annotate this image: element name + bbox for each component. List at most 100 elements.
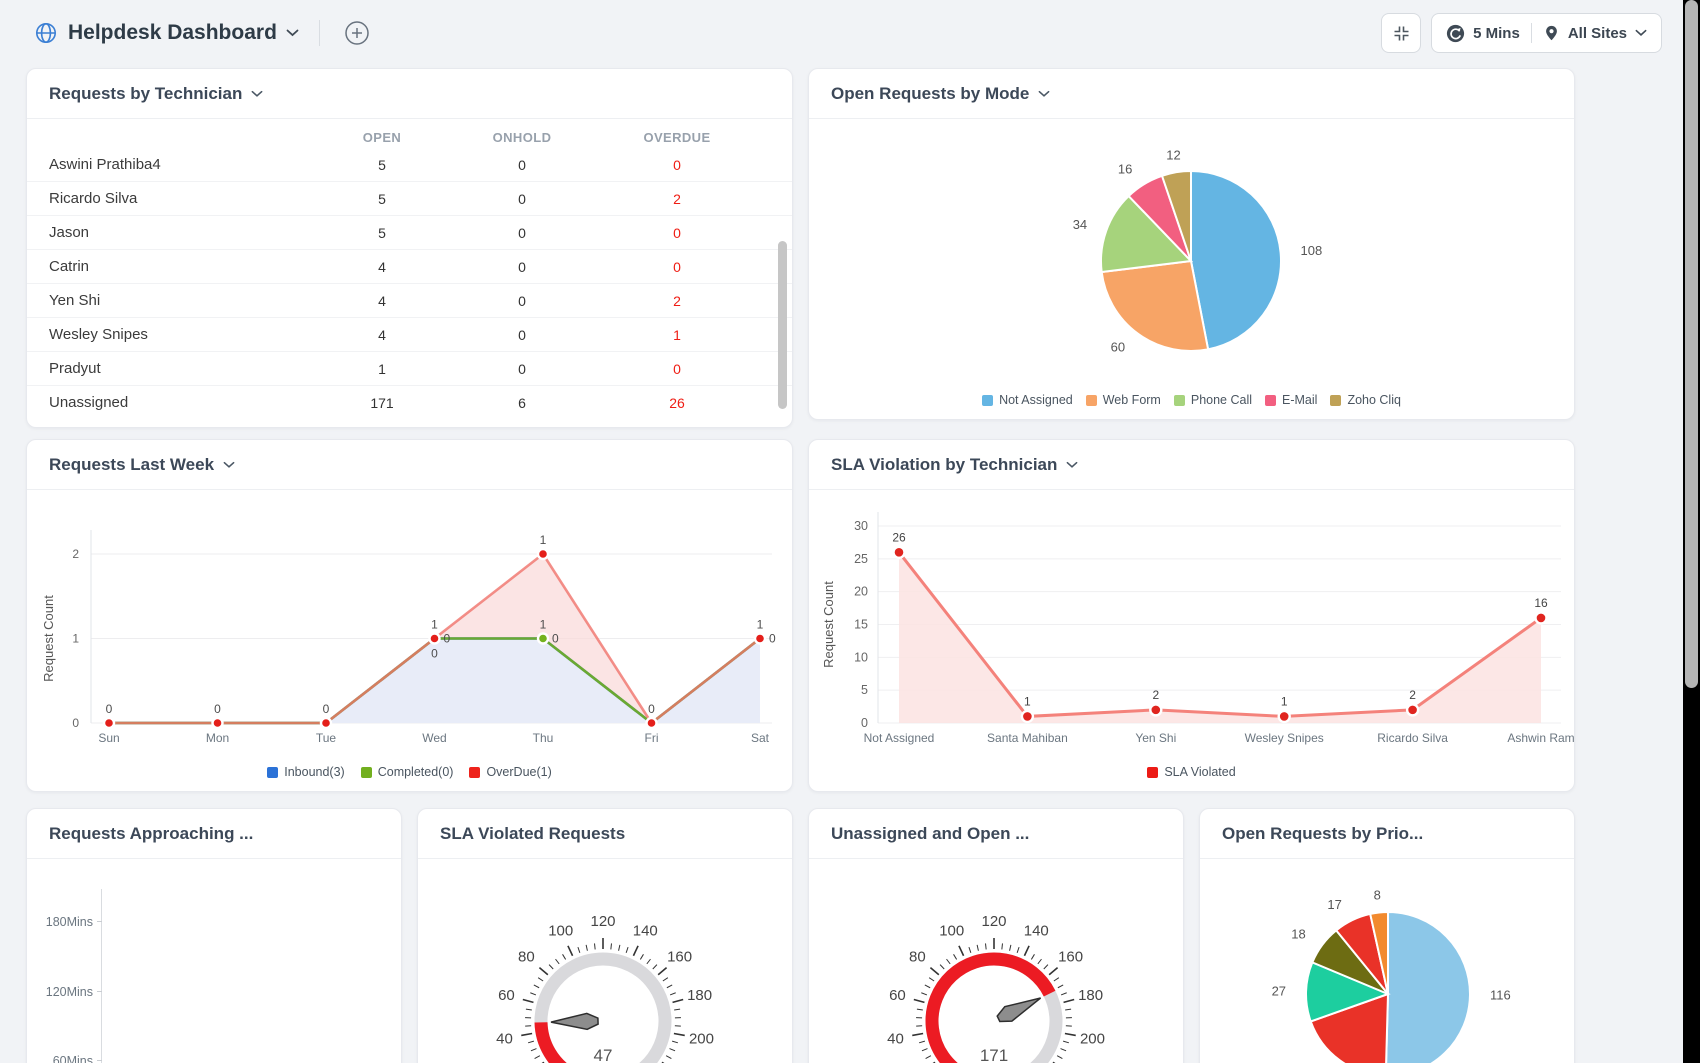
table-row[interactable]: Pradyut 1 0 0 bbox=[27, 351, 792, 385]
svg-text:Fri: Fri bbox=[645, 731, 659, 745]
svg-text:5: 5 bbox=[861, 683, 868, 697]
svg-text:Mon: Mon bbox=[206, 731, 229, 745]
legend-swatch bbox=[1173, 394, 1185, 406]
legend-label: SLA Violated bbox=[1164, 765, 1236, 779]
svg-text:0: 0 bbox=[552, 632, 559, 646]
table-row[interactable]: Ricardo Silva 5 0 2 bbox=[27, 181, 792, 215]
table-row[interactable]: Wesley Snipes 4 0 1 bbox=[27, 317, 792, 351]
svg-text:Tue: Tue bbox=[316, 731, 337, 745]
axis-tick bbox=[97, 990, 102, 992]
count-cell: 0 bbox=[673, 360, 681, 377]
globe-icon bbox=[34, 21, 58, 45]
svg-text:16: 16 bbox=[1118, 162, 1132, 177]
svg-text:Wed: Wed bbox=[422, 731, 446, 745]
technician-name: Catrin bbox=[49, 258, 90, 275]
add-dashboard-button[interactable] bbox=[344, 20, 370, 46]
week-legend: Inbound(3) Completed(0) OverDue(1) bbox=[27, 765, 792, 779]
panel-title-dropdown[interactable]: SLA Violation by Technician bbox=[831, 455, 1078, 475]
legend-item[interactable]: E-Mail bbox=[1265, 393, 1317, 407]
svg-text:Not Assigned: Not Assigned bbox=[864, 731, 935, 745]
svg-text:200: 200 bbox=[1080, 1030, 1105, 1047]
legend-item[interactable]: OverDue(1) bbox=[469, 765, 552, 779]
svg-text:200: 200 bbox=[689, 1030, 714, 1047]
count-cell: 4 bbox=[378, 326, 386, 343]
site-filter-button[interactable]: All Sites bbox=[1543, 24, 1647, 42]
dashboard-selector[interactable]: Helpdesk Dashboard bbox=[68, 21, 299, 45]
svg-text:27: 27 bbox=[1272, 983, 1286, 998]
count-cell: 5 bbox=[378, 224, 386, 241]
svg-text:1: 1 bbox=[540, 533, 547, 547]
table-row[interactable]: Jason 5 0 0 bbox=[27, 215, 792, 249]
count-cell: 0 bbox=[673, 224, 681, 241]
panel-title: Requests Approaching ... bbox=[49, 823, 254, 843]
column-onhold: ONHOLD bbox=[492, 130, 552, 145]
svg-text:1: 1 bbox=[1024, 694, 1031, 708]
refresh-interval-button[interactable]: 5 Mins bbox=[1446, 24, 1520, 43]
svg-text:Request Count: Request Count bbox=[821, 581, 836, 668]
page-scrollbar[interactable] bbox=[1683, 0, 1700, 1063]
panel-title-dropdown[interactable]: Open Requests by Mode bbox=[831, 84, 1050, 104]
table-row[interactable]: Aswini Prathiba4 5 0 0 bbox=[27, 157, 792, 181]
legend-label: Inbound(3) bbox=[284, 765, 345, 779]
svg-text:Santa Mahiban: Santa Mahiban bbox=[987, 731, 1068, 745]
chevron-down-icon bbox=[1066, 461, 1078, 468]
table-row[interactable]: Unassigned 171 6 26 bbox=[27, 385, 792, 419]
table-scrollbar-thumb[interactable] bbox=[778, 241, 787, 409]
legend-item[interactable]: Not Assigned bbox=[982, 393, 1073, 407]
legend-swatch bbox=[1085, 394, 1097, 406]
sla-violated-gauge: 40 60 80 100 120 140 160 180 200 47 bbox=[496, 913, 714, 1063]
panel-title-dropdown[interactable]: Requests Last Week bbox=[49, 455, 235, 475]
column-overdue: OVERDUE bbox=[643, 130, 711, 145]
axis-tick bbox=[97, 921, 102, 922]
svg-text:0: 0 bbox=[444, 632, 451, 646]
legend-swatch bbox=[360, 766, 372, 778]
panel-title: SLA Violation by Technician bbox=[831, 454, 1058, 474]
svg-text:Sat: Sat bbox=[751, 731, 770, 745]
legend-swatch bbox=[1265, 394, 1277, 406]
page-title: Helpdesk Dashboard bbox=[68, 21, 277, 44]
count-cell: 4 bbox=[378, 258, 386, 275]
legend-item[interactable]: SLA Violated bbox=[1147, 765, 1236, 779]
legend-item[interactable]: Inbound(3) bbox=[267, 765, 345, 779]
svg-text:Ricardo Silva: Ricardo Silva bbox=[1377, 731, 1448, 745]
svg-text:0: 0 bbox=[861, 716, 868, 730]
priority-pie-chart: 116 27 18 17 8 bbox=[1272, 888, 1511, 1063]
chevron-down-icon bbox=[251, 90, 263, 97]
legend-item[interactable]: Zoho Cliq bbox=[1330, 393, 1401, 407]
svg-text:8: 8 bbox=[1374, 888, 1381, 903]
collapse-button[interactable] bbox=[1381, 13, 1422, 53]
count-cell: 0 bbox=[518, 292, 526, 309]
count-cell: 2 bbox=[673, 292, 681, 309]
svg-text:2: 2 bbox=[1409, 688, 1416, 702]
svg-text:16: 16 bbox=[1534, 596, 1548, 610]
svg-text:171: 171 bbox=[980, 1046, 1008, 1063]
table-row[interactable]: Catrin 4 0 0 bbox=[27, 249, 792, 283]
panel-title-dropdown[interactable]: Requests by Technician bbox=[49, 84, 263, 104]
legend-item[interactable]: Completed(0) bbox=[360, 765, 453, 779]
panel-requests-last-week: Requests Last Week 0 1 2 Request Count 0 0 0 1 0… bbox=[26, 439, 793, 792]
y-axis-label: 180Mins bbox=[45, 915, 93, 929]
header-divider bbox=[318, 20, 320, 46]
legend-label: Zoho Cliq bbox=[1347, 393, 1401, 407]
svg-text:116: 116 bbox=[1490, 987, 1511, 1002]
panel-title: SLA Violated Requests bbox=[440, 823, 626, 843]
legend-item[interactable]: Web Form bbox=[1085, 393, 1161, 407]
table-row[interactable]: Yen Shi 4 0 2 bbox=[27, 283, 792, 317]
y-axis-label: 60Mins bbox=[52, 1054, 93, 1063]
svg-text:34: 34 bbox=[1073, 217, 1087, 232]
svg-text:140: 140 bbox=[1024, 922, 1049, 939]
svg-text:47: 47 bbox=[594, 1046, 613, 1063]
table-header: OPEN ONHOLD OVERDUE bbox=[27, 119, 792, 152]
page-scrollbar-thumb[interactable] bbox=[1685, 0, 1698, 688]
mode-legend: Not Assigned Web Form Phone Call E-Mail Zoho… bbox=[809, 393, 1574, 407]
svg-text:17: 17 bbox=[1327, 897, 1341, 912]
svg-text:1: 1 bbox=[72, 632, 79, 646]
svg-text:0: 0 bbox=[214, 702, 221, 716]
svg-text:1: 1 bbox=[431, 618, 438, 632]
legend-item[interactable]: Phone Call bbox=[1173, 393, 1252, 407]
svg-text:12: 12 bbox=[1166, 147, 1180, 162]
svg-text:2: 2 bbox=[72, 547, 79, 561]
sla-line-chart: 0 5 10 15 20 25 30 Request Count 26 1 2 1 2 16 Not Ass… bbox=[821, 512, 1574, 745]
svg-text:108: 108 bbox=[1301, 243, 1323, 258]
